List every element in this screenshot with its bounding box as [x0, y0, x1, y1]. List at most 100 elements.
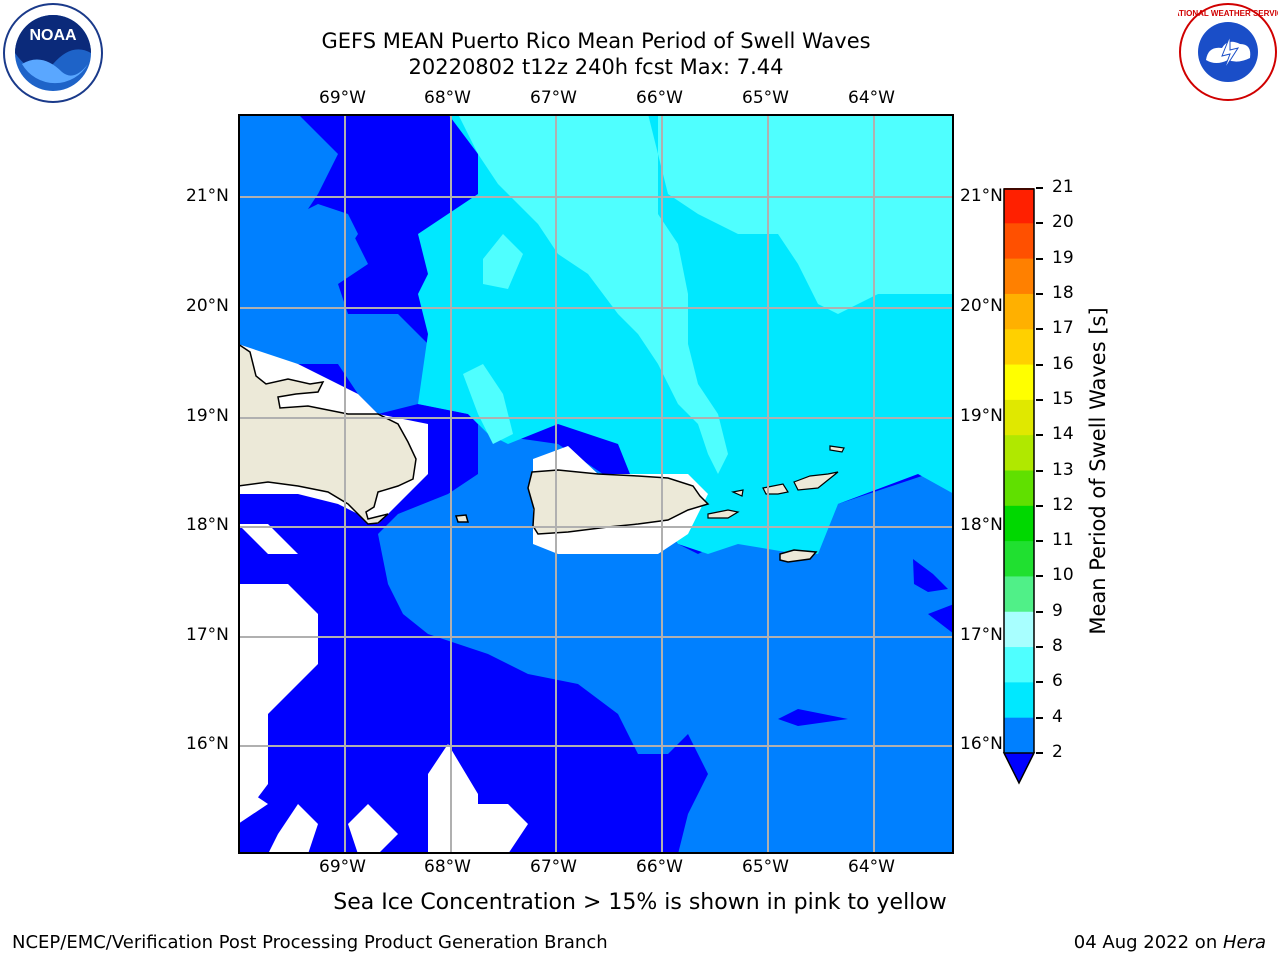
colorbar-tick-label: 20 — [1052, 212, 1074, 233]
colorbar-tick-label: 2 — [1052, 742, 1063, 762]
land-virgin-islands-2 — [731, 489, 744, 497]
lat-label-right-21n: 21°N — [960, 186, 1003, 206]
colorbar-tick-label: 4 — [1052, 706, 1063, 727]
colorbar-segment — [1004, 258, 1034, 295]
colorbar-tick-label: 12 — [1052, 494, 1074, 515]
colorbar-segment — [1004, 611, 1034, 648]
land-anguilla — [829, 445, 845, 453]
lon-label-bottom-66w: 66°W — [636, 857, 683, 877]
noaa-logo-text: NOAA — [29, 27, 77, 44]
colorbar-segment — [1004, 682, 1034, 719]
colorbar-tick-mark — [1036, 504, 1043, 507]
land-hispaniola — [237, 342, 417, 525]
colorbar-tick-mark — [1036, 469, 1043, 472]
lon-label-bottom-68w: 68°W — [424, 857, 471, 877]
colorbar-tick-mark — [1036, 540, 1043, 543]
colorbar-tick-mark — [1036, 257, 1043, 260]
colorbar-tick-mark — [1036, 398, 1043, 401]
colorbar-tick-label: 16 — [1052, 353, 1074, 374]
chart-title-line2: 20220802 t12z 240h fcst Max: 7.44 — [408, 55, 784, 79]
lon-label-bottom-69w: 69°W — [319, 857, 366, 877]
colorbar-tick-mark — [1036, 752, 1043, 754]
contour-band-2-4-top — [238, 114, 298, 154]
lat-label-left-21n: 21°N — [186, 186, 229, 206]
land-st-croix — [779, 549, 818, 563]
colorbar-tick-mark — [1036, 292, 1043, 295]
nws-logo-text: NATIONAL WEATHER SERVICE — [1178, 9, 1278, 18]
colorbar-segment — [1004, 541, 1034, 577]
colorbar-segment — [1004, 399, 1034, 436]
colorbar-tick-label: 14 — [1052, 424, 1074, 445]
colorbar-tick-mark — [1036, 328, 1043, 331]
contour-band-6-8-east — [658, 114, 954, 314]
land-virgin-islands-3 — [762, 483, 789, 495]
lat-label-right-18n: 18°N — [960, 515, 1003, 535]
lon-label-bottom-65w: 65°W — [742, 857, 789, 877]
colorbar-svg — [1002, 188, 1036, 785]
land-mona-island — [454, 514, 469, 523]
land-virgin-islands-1 — [707, 509, 740, 519]
lon-label-top-67w: 67°W — [530, 88, 577, 108]
nodata-patch-4 — [268, 804, 318, 854]
colorbar-frame — [1003, 188, 1035, 753]
footer-left: NCEP/EMC/Verification Post Processing Pr… — [12, 932, 608, 953]
map-frame — [238, 114, 954, 854]
nodata-patch-1 — [238, 524, 298, 554]
colorbar-segment — [1004, 647, 1034, 683]
lon-label-bottom-64w: 64°W — [848, 857, 895, 877]
colorbar-segment — [1004, 505, 1034, 542]
nws-logo: NATIONAL WEATHER SERVICE — [1168, 2, 1280, 102]
colorbar-tick-mark — [1036, 363, 1043, 366]
sea-ice-caption: Sea Ice Concentration > 15% is shown in … — [333, 890, 947, 915]
nodata-patch-5 — [348, 804, 398, 854]
lat-label-left-17n: 17°N — [186, 625, 229, 645]
colorbar-tick-label: 21 — [1052, 177, 1074, 197]
colorbar-tick-mark — [1036, 716, 1043, 719]
chart-title-line1: GEFS MEAN Puerto Rico Mean Period of Swe… — [321, 29, 871, 53]
colorbar-segment — [1004, 717, 1034, 754]
colorbar-tick-label: 18 — [1052, 282, 1074, 303]
lat-label-right-17n: 17°N — [960, 625, 1003, 645]
footer-date: 04 Aug 2022 on — [1073, 932, 1223, 953]
lat-label-left-18n: 18°N — [186, 515, 229, 535]
colorbar-segment — [1004, 435, 1034, 471]
colorbar-segment — [1004, 329, 1034, 366]
gridlines — [238, 114, 954, 854]
lat-label-left-16n: 16°N — [186, 734, 229, 754]
colorbar-tick-mark — [1036, 610, 1043, 613]
lon-label-top-68w: 68°W — [424, 88, 471, 108]
lon-label-top-66w: 66°W — [636, 88, 683, 108]
colorbar-tick-mark — [1036, 187, 1043, 189]
contour-band-6-8 — [458, 114, 728, 474]
lat-label-left-20n: 20°N — [186, 296, 229, 316]
contour-dark-patch-2 — [778, 709, 848, 726]
colorbar-segment — [1004, 293, 1034, 330]
colorbar — [1002, 188, 1036, 788]
map-svg — [237, 114, 954, 854]
colorbar-tick-label: 9 — [1052, 600, 1063, 621]
colorbar-tick-label: 15 — [1052, 388, 1074, 409]
contour-band-6-8-patch2 — [463, 364, 513, 444]
colorbar-tick-mark — [1036, 646, 1043, 649]
lat-label-left-19n: 19°N — [186, 406, 229, 426]
footer-machine: Hera — [1222, 932, 1266, 953]
colorbar-segment — [1004, 576, 1034, 613]
map-panel — [237, 114, 954, 854]
colorbar-tick-label: 8 — [1052, 636, 1063, 657]
colorbar-segment — [1004, 188, 1034, 224]
colorbar-label: Mean Period of Swell Waves [s] — [1086, 307, 1110, 635]
colorbar-extend-triangle — [1002, 752, 1036, 785]
lat-label-right-16n: 16°N — [960, 734, 1003, 754]
colorbar-tick-label: 13 — [1052, 459, 1074, 480]
land-virgin-islands-4 — [793, 471, 839, 491]
colorbar-tick-mark — [1036, 222, 1043, 225]
contour-band-6-8-patch — [483, 234, 523, 289]
colorbar-tick-mark — [1036, 575, 1043, 578]
colorbar-tick-label: 6 — [1052, 671, 1063, 692]
lon-label-top-69w: 69°W — [319, 88, 366, 108]
lon-label-top-65w: 65°W — [742, 88, 789, 108]
lon-label-top-64w: 64°W — [848, 88, 895, 108]
lat-label-right-20n: 20°N — [960, 296, 1003, 316]
colorbar-tick-mark — [1036, 434, 1043, 437]
colorbar-segment — [1004, 364, 1034, 401]
